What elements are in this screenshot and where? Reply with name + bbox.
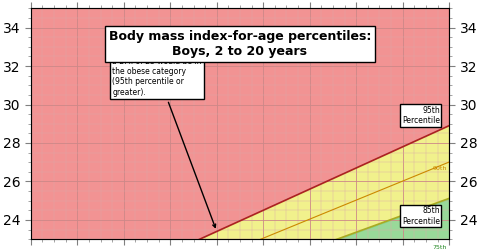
Text: 75th: 75th [432,245,447,250]
Text: 90th: 90th [432,166,447,171]
Text: Body mass index-for-age percentiles:
Boys, 2 to 20 years: Body mass index-for-age percentiles: Boy… [109,30,371,58]
Text: A 10-year-old boy with
a BMI of 21 would be in: A 10-year-old boy with a BMI of 21 would… [0,251,1,252]
Text: 95th
Percentile: 95th Percentile [402,106,440,125]
Text: 85th
Percentile: 85th Percentile [402,206,440,226]
Text: A 10-year-old boy with
a BMI of 23 would be in
the obese category
(95th percenti: A 10-year-old boy with a BMI of 23 would… [112,46,216,227]
